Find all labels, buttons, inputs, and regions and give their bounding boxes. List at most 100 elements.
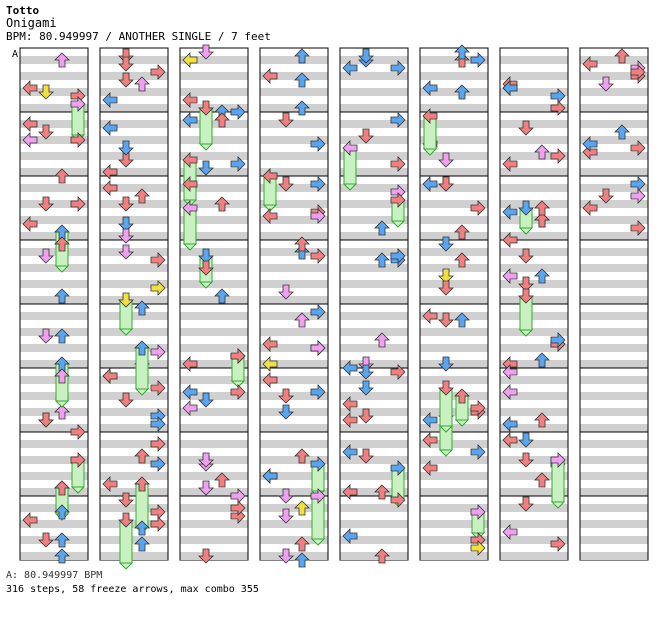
beat-stripe bbox=[580, 504, 648, 512]
beat-stripe bbox=[180, 440, 248, 448]
beat-stripe bbox=[20, 456, 88, 464]
measure bbox=[579, 239, 649, 305]
beat-stripe bbox=[100, 424, 168, 432]
beat-stripe bbox=[100, 536, 168, 544]
beat-stripe bbox=[420, 232, 488, 240]
beat-stripe bbox=[20, 504, 88, 512]
beat-stripe bbox=[340, 296, 408, 304]
beat-stripe bbox=[340, 408, 408, 416]
measure bbox=[499, 239, 569, 305]
beat-stripe bbox=[340, 200, 408, 208]
beat-stripe bbox=[260, 72, 328, 80]
measure bbox=[179, 431, 249, 497]
beat-stripe bbox=[260, 360, 328, 368]
measure bbox=[259, 367, 329, 433]
beat-stripe bbox=[20, 520, 88, 528]
measure bbox=[19, 303, 89, 369]
beat-stripe bbox=[420, 184, 488, 192]
beat-stripe bbox=[420, 56, 488, 64]
beat-stripe bbox=[420, 152, 488, 160]
chart-column bbox=[579, 47, 649, 561]
beat-stripe bbox=[260, 536, 328, 544]
beat-stripe bbox=[500, 120, 568, 128]
beat-stripe bbox=[180, 168, 248, 176]
measure bbox=[579, 47, 649, 113]
beat-stripe bbox=[500, 360, 568, 368]
beat-stripe bbox=[420, 456, 488, 464]
beat-stripe bbox=[100, 104, 168, 112]
beat-stripe bbox=[340, 216, 408, 224]
beat-stripe bbox=[180, 216, 248, 224]
measure bbox=[99, 239, 169, 305]
beat-stripe bbox=[100, 376, 168, 384]
freeze-arrow bbox=[198, 100, 214, 151]
beat-stripe bbox=[500, 216, 568, 224]
beat-stripe bbox=[20, 152, 88, 160]
beat-stripe bbox=[580, 72, 648, 80]
beat-stripe bbox=[100, 520, 168, 528]
beat-stripe bbox=[500, 344, 568, 352]
measure bbox=[499, 303, 569, 369]
beat-stripe bbox=[580, 264, 648, 272]
beat-stripe bbox=[580, 312, 648, 320]
beat-stripe bbox=[580, 200, 648, 208]
measure bbox=[99, 303, 169, 369]
beat-stripe bbox=[500, 296, 568, 304]
beat-stripe bbox=[420, 504, 488, 512]
beat-stripe bbox=[500, 520, 568, 528]
beat-stripe bbox=[180, 424, 248, 432]
beat-stripe bbox=[580, 376, 648, 384]
measure bbox=[499, 367, 569, 433]
beat-stripe bbox=[100, 184, 168, 192]
beat-stripe bbox=[100, 248, 168, 256]
beat-stripe bbox=[340, 328, 408, 336]
beat-stripe bbox=[180, 232, 248, 240]
beat-stripe bbox=[100, 488, 168, 496]
measure bbox=[499, 47, 569, 113]
beat-stripe bbox=[580, 120, 648, 128]
footer-summary: 316 steps, 58 freeze arrows, max combo 3… bbox=[6, 584, 259, 595]
beat-stripe bbox=[260, 392, 328, 400]
beat-stripe bbox=[340, 520, 408, 528]
beat-stripe bbox=[340, 280, 408, 288]
beat-stripe bbox=[420, 328, 488, 336]
beat-stripe bbox=[340, 120, 408, 128]
beat-stripe bbox=[100, 456, 168, 464]
beat-stripe bbox=[260, 520, 328, 528]
beat-stripe bbox=[20, 280, 88, 288]
measure bbox=[259, 47, 329, 113]
beat-stripe bbox=[500, 200, 568, 208]
beat-stripe bbox=[500, 104, 568, 112]
beat-stripe bbox=[100, 504, 168, 512]
measure bbox=[179, 367, 249, 433]
beat-stripe bbox=[20, 232, 88, 240]
beat-stripe bbox=[580, 56, 648, 64]
beat-stripe bbox=[420, 552, 488, 560]
freeze-arrow bbox=[550, 452, 566, 509]
beat-stripe bbox=[180, 408, 248, 416]
beat-stripe bbox=[340, 152, 408, 160]
beat-stripe bbox=[180, 120, 248, 128]
beat-stripe bbox=[340, 344, 408, 352]
beat-stripe bbox=[20, 424, 88, 432]
beat-stripe bbox=[20, 104, 88, 112]
beat-stripe bbox=[260, 488, 328, 496]
beat-stripe bbox=[340, 360, 408, 368]
beat-stripe bbox=[420, 120, 488, 128]
chart-column bbox=[499, 47, 569, 561]
beat-stripe bbox=[260, 56, 328, 64]
beat-stripe bbox=[500, 488, 568, 496]
freeze-arrow bbox=[134, 340, 150, 396]
beat-stripe bbox=[420, 72, 488, 80]
freeze-arrow bbox=[310, 488, 326, 546]
beat-stripe bbox=[180, 200, 248, 208]
beat-stripe bbox=[340, 456, 408, 464]
beat-stripe bbox=[100, 392, 168, 400]
beat-stripe bbox=[180, 88, 248, 96]
song-header: Totto Onigami BPM: 80.949997 / ANOTHER S… bbox=[6, 4, 271, 43]
beat-stripe bbox=[340, 168, 408, 176]
beat-stripe bbox=[420, 520, 488, 528]
beat-stripe bbox=[20, 536, 88, 544]
beat-stripe bbox=[500, 152, 568, 160]
beat-stripe bbox=[500, 504, 568, 512]
